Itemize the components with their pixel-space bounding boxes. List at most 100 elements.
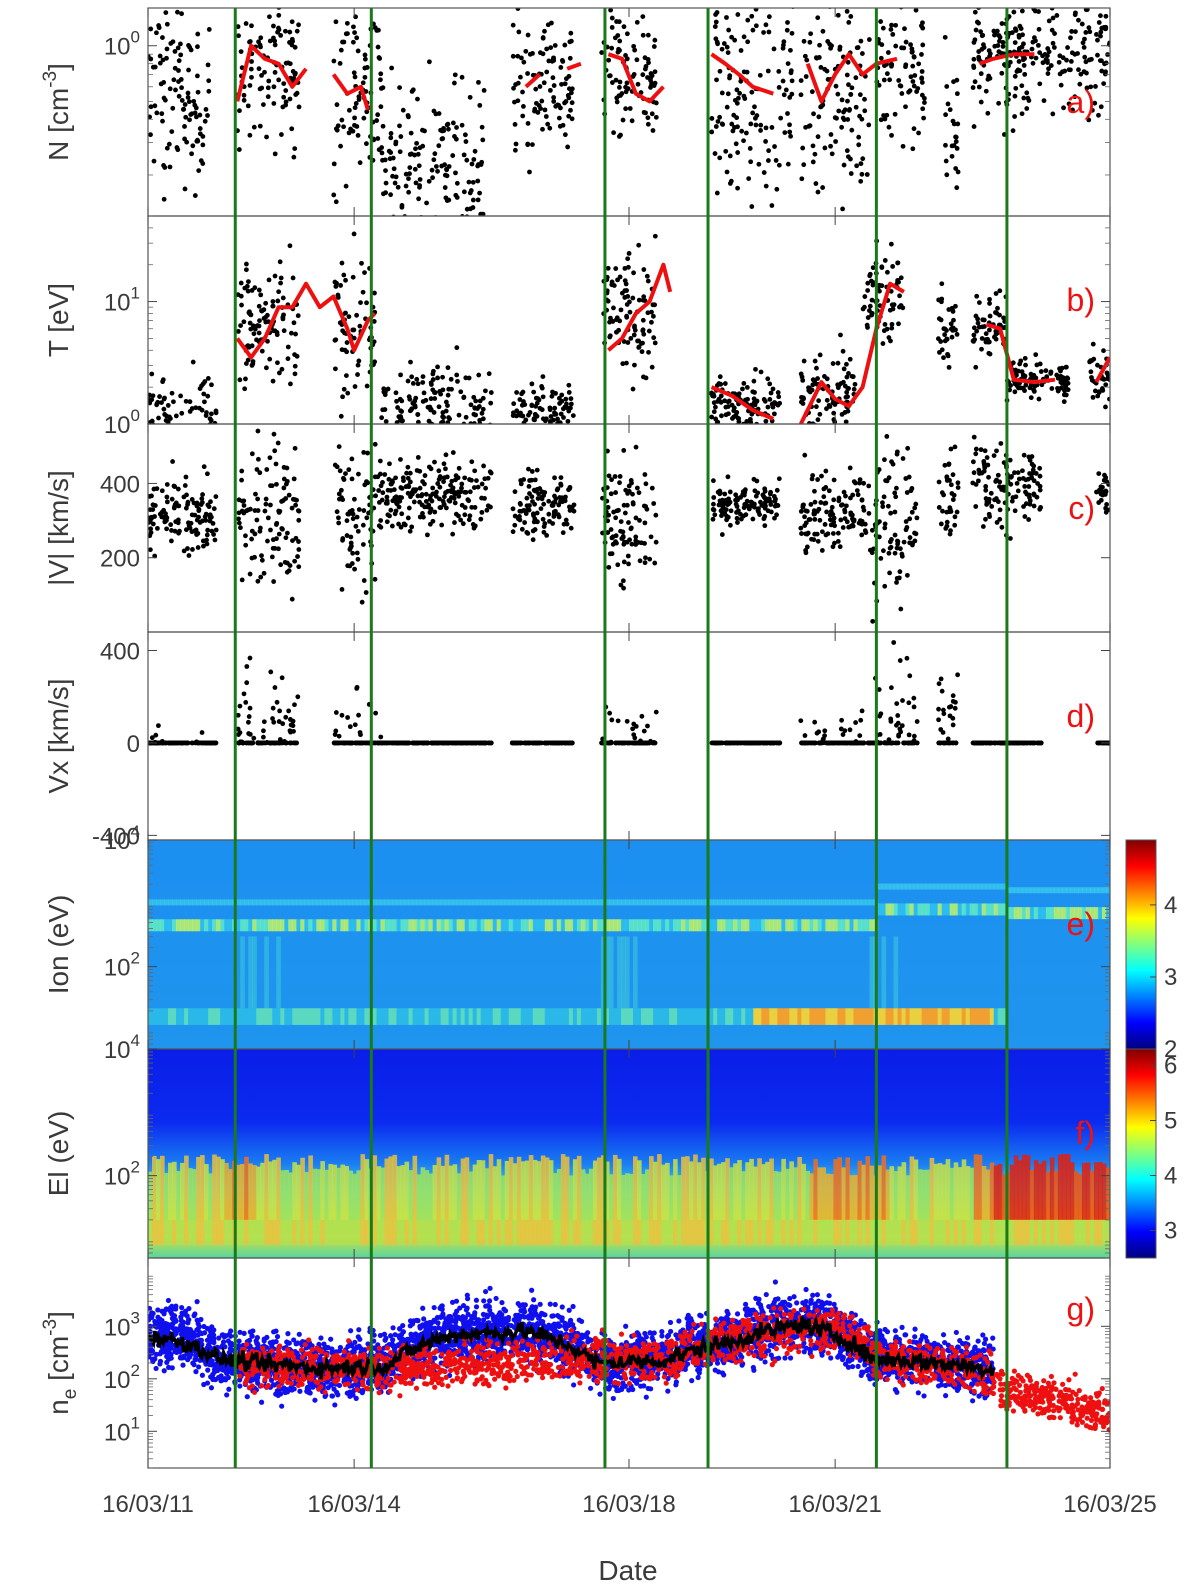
data-point bbox=[724, 517, 729, 523]
data-point bbox=[866, 483, 872, 489]
data-point bbox=[567, 508, 573, 513]
data-point bbox=[829, 151, 835, 157]
data-point bbox=[815, 15, 821, 21]
data-point bbox=[991, 334, 997, 340]
data-point bbox=[265, 538, 270, 544]
data-point bbox=[817, 411, 823, 417]
data-point bbox=[440, 136, 446, 141]
data-point bbox=[651, 44, 657, 49]
data-point bbox=[341, 477, 347, 483]
data-point bbox=[281, 464, 287, 470]
data-point bbox=[1090, 394, 1096, 400]
data-point bbox=[722, 426, 727, 431]
data-point bbox=[481, 227, 486, 232]
data-point bbox=[271, 23, 276, 29]
data-point bbox=[149, 735, 155, 741]
data-point bbox=[424, 459, 429, 464]
data-point bbox=[955, 169, 961, 175]
data-point bbox=[412, 166, 418, 172]
data-point bbox=[1098, 0, 1103, 2]
data-point bbox=[336, 491, 342, 497]
data-point bbox=[521, 59, 527, 65]
data-point bbox=[290, 69, 296, 74]
data-point bbox=[730, 427, 735, 432]
data-point bbox=[547, 518, 552, 524]
data-point bbox=[406, 426, 411, 431]
data-point bbox=[1054, 372, 1060, 378]
data-point bbox=[880, 504, 886, 509]
data-point bbox=[848, 740, 854, 746]
data-point bbox=[653, 539, 659, 545]
data-point bbox=[753, 23, 759, 29]
data-point bbox=[946, 307, 952, 312]
data-point bbox=[815, 477, 820, 482]
data-point bbox=[164, 443, 169, 448]
data-point bbox=[775, 390, 781, 395]
data-point bbox=[286, 492, 292, 498]
data-point bbox=[532, 412, 538, 417]
data-point bbox=[798, 78, 804, 83]
data-point bbox=[723, 412, 729, 418]
data-point bbox=[466, 498, 472, 504]
data-point bbox=[441, 479, 446, 485]
data-point bbox=[1023, 362, 1028, 368]
data-point bbox=[893, 43, 899, 49]
data-point bbox=[148, 392, 152, 398]
data-point bbox=[617, 474, 623, 479]
data-point bbox=[975, 1, 980, 6]
data-point bbox=[277, 259, 283, 265]
data-point bbox=[238, 525, 243, 531]
data-point bbox=[1033, 0, 1038, 3]
data-point bbox=[433, 218, 438, 223]
data-point bbox=[294, 497, 299, 503]
data-point bbox=[276, 531, 282, 537]
data-point bbox=[258, 574, 264, 580]
data-point bbox=[566, 113, 572, 119]
data-point bbox=[195, 531, 201, 536]
data-point bbox=[452, 491, 458, 497]
data-point bbox=[866, 37, 872, 42]
data-point bbox=[239, 577, 245, 583]
data-point bbox=[186, 67, 191, 73]
data-point bbox=[1023, 501, 1029, 507]
data-point bbox=[533, 86, 539, 92]
data-point bbox=[896, 279, 901, 285]
data-point bbox=[1096, 487, 1102, 493]
data-point bbox=[333, 199, 339, 205]
data-point bbox=[440, 414, 446, 420]
data-point bbox=[642, 560, 648, 566]
data-point bbox=[524, 446, 529, 451]
data-point bbox=[340, 328, 346, 334]
data-point bbox=[406, 740, 412, 746]
data-point bbox=[558, 475, 564, 481]
data-point bbox=[206, 88, 212, 94]
data-point bbox=[988, 490, 994, 496]
data-point bbox=[292, 371, 298, 377]
data-point bbox=[953, 139, 959, 144]
data-point bbox=[726, 27, 732, 33]
data-point bbox=[908, 42, 913, 48]
data-point bbox=[819, 103, 824, 109]
data-point bbox=[749, 13, 755, 19]
data-point bbox=[336, 733, 342, 739]
data-point bbox=[388, 425, 393, 430]
data-point bbox=[510, 529, 516, 535]
data-point bbox=[816, 729, 822, 735]
data-point bbox=[737, 90, 742, 96]
data-point bbox=[1066, 101, 1072, 107]
data-point bbox=[831, 515, 837, 521]
data-point bbox=[244, 664, 250, 669]
data-point bbox=[953, 327, 958, 333]
data-point bbox=[189, 497, 195, 502]
data-point bbox=[414, 440, 419, 445]
data-point bbox=[443, 452, 449, 458]
data-point bbox=[252, 554, 257, 560]
data-point bbox=[756, 506, 761, 512]
data-point bbox=[818, 65, 824, 70]
data-point bbox=[293, 535, 299, 541]
data-point bbox=[443, 466, 448, 472]
data-point bbox=[435, 375, 441, 381]
data-point bbox=[427, 496, 433, 502]
data-point bbox=[179, 446, 184, 451]
